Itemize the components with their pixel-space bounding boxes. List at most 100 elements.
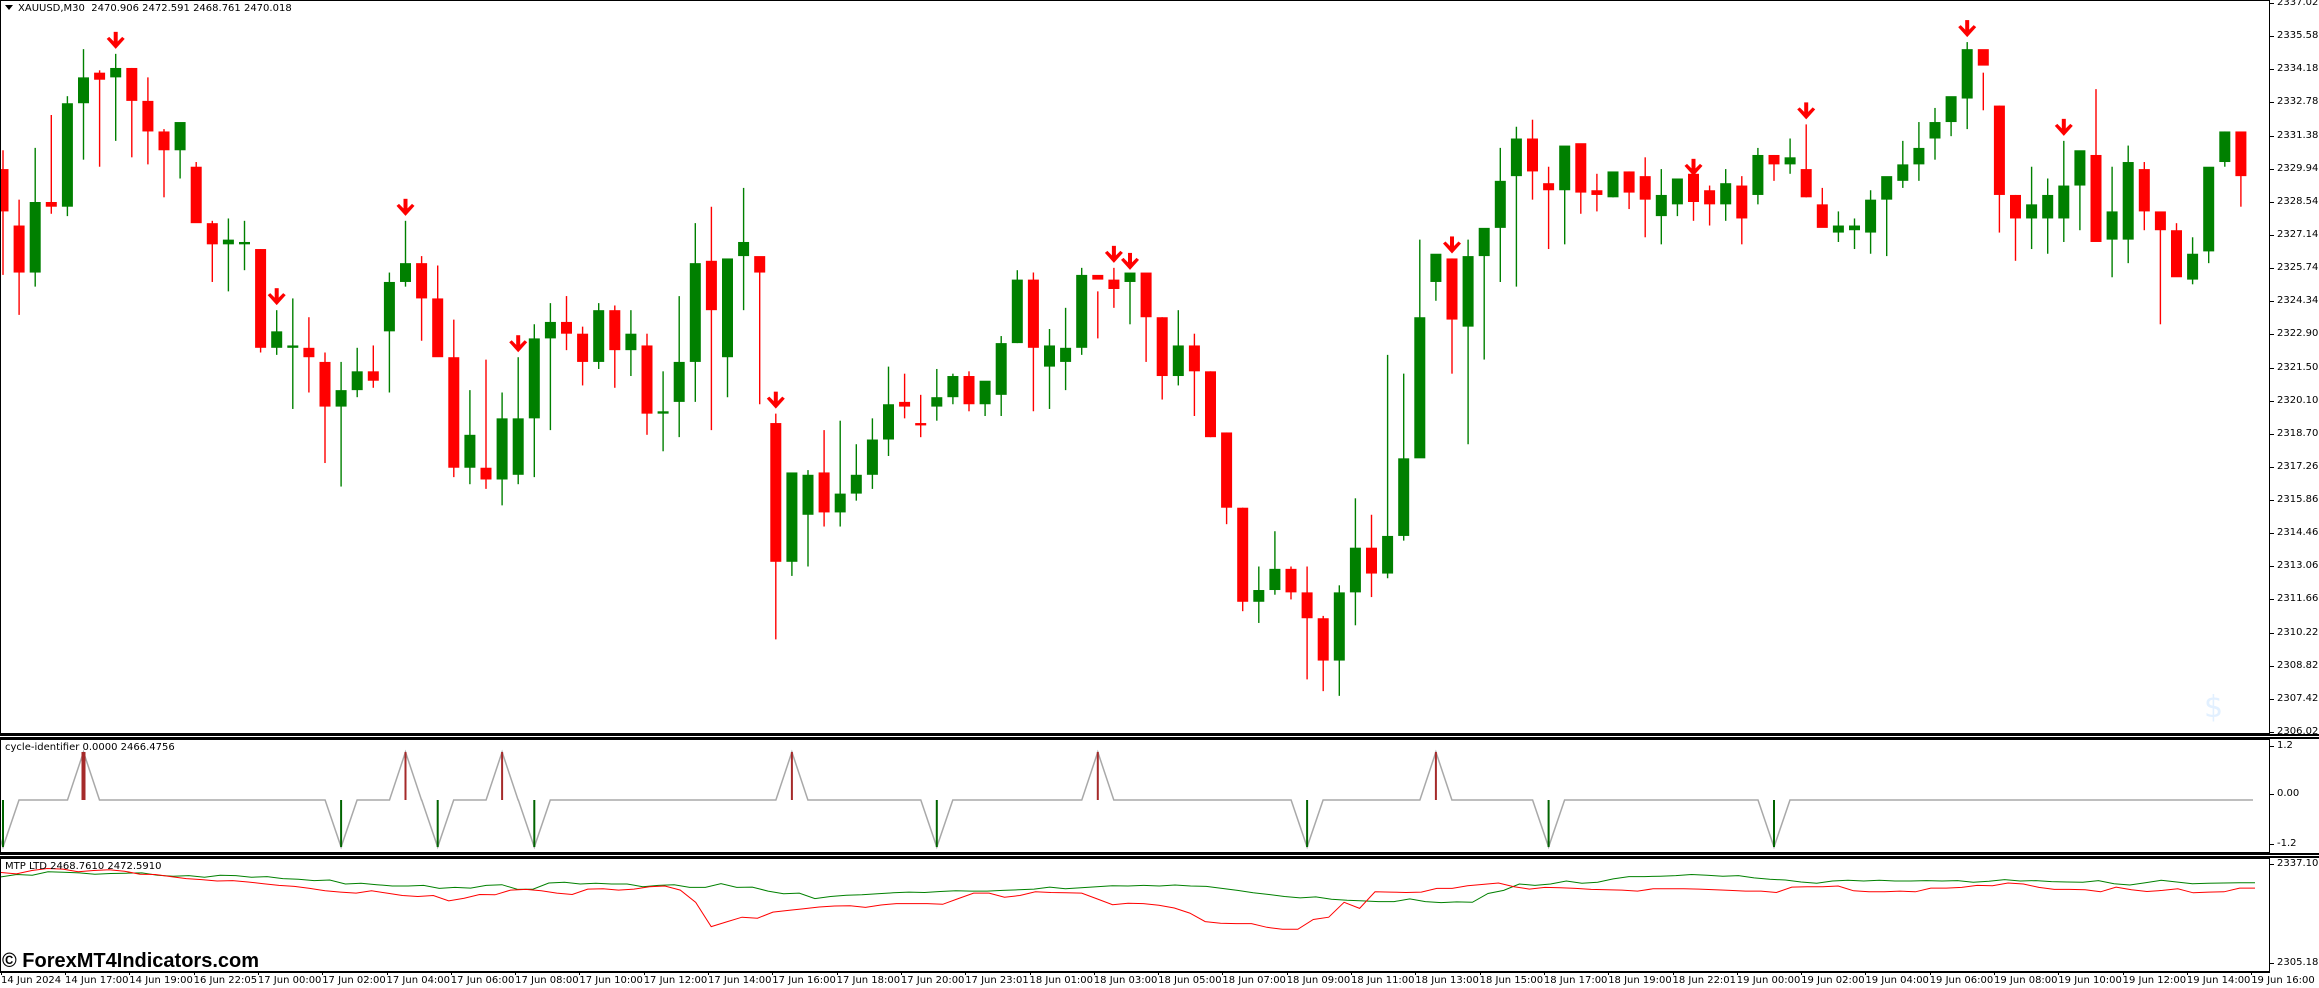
- price-axis[interactable]: 2337.020 2335.580 2334.180 2332.780 2331.380…: [2270, 0, 2319, 737]
- mtp-tick: 2305.1818: [2270, 958, 2319, 968]
- candle-body: [1945, 96, 1957, 123]
- candle-body: [2219, 131, 2231, 163]
- candle-body: [1478, 227, 1490, 257]
- pane-separator[interactable]: [0, 734, 2319, 739]
- candle-body: [1205, 371, 1216, 438]
- candle-body: [593, 310, 605, 362]
- sell-arrow-icon: [267, 288, 286, 306]
- candle-body: [802, 474, 814, 515]
- candle-body: [1446, 258, 1458, 320]
- cycle-tick: -1.2: [2270, 839, 2297, 849]
- candle-body: [1366, 547, 1377, 574]
- time-tick: 17 Jun 06:00: [450, 971, 515, 986]
- cycle-axis[interactable]: 1.2 0.00 -1.2: [2270, 739, 2319, 853]
- candle-body: [303, 347, 315, 358]
- site-watermark: © ForexMT4Indicators.com: [2, 950, 260, 972]
- candle-body: [1108, 279, 1120, 290]
- candle-body: [367, 371, 379, 381]
- candle-body: [2058, 185, 2070, 219]
- candle-body: [2138, 169, 2150, 212]
- pane-separator[interactable]: [0, 853, 2319, 858]
- candle-body: [1140, 272, 1152, 318]
- candle-body: [2235, 131, 2247, 177]
- candle-body: [1881, 176, 1893, 200]
- mtp-ltd-plot: [1, 867, 2255, 930]
- time-tick: 19 Jun 00:00: [1736, 971, 1801, 986]
- candle-body: [866, 439, 878, 475]
- candle-body: [1124, 272, 1136, 282]
- time-tick: 16 Jun 22:05: [193, 971, 258, 986]
- candle-body: [222, 239, 234, 245]
- candle-body: [1655, 194, 1667, 217]
- sell-arrow-icon: [2054, 118, 2073, 136]
- time-tick: 18 Jun 15:00: [1479, 971, 1544, 986]
- time-tick: 18 Jun 19:00: [1608, 971, 1672, 986]
- candle-body: [1092, 274, 1104, 280]
- symbol-header: XAUUSD,M30 2470.906 2472.591 2468.761 24…: [5, 3, 292, 14]
- sell-arrow-icon: [1104, 245, 1123, 263]
- candle-body: [1961, 49, 1973, 99]
- candle-body: [45, 202, 57, 207]
- price-tick: 2328.540: [2270, 196, 2319, 207]
- candle-body: [1784, 157, 1796, 165]
- candle-body: [1639, 176, 1651, 200]
- main-price-pane[interactable]: XAUUSD,M30 2470.906 2472.591 2468.761 24…: [0, 0, 2270, 734]
- candle-body: [2106, 211, 2118, 240]
- candle-body: [1221, 432, 1233, 508]
- candle-body: [319, 361, 331, 407]
- candle-body: [850, 474, 862, 494]
- candle-body: [351, 371, 363, 391]
- price-tick: 2308.820: [2270, 660, 2319, 671]
- sell-arrow-icon: [766, 391, 785, 409]
- candle-body: [1430, 253, 1442, 282]
- candle-body: [544, 321, 556, 339]
- time-tick: 17 Jun 20:00: [900, 971, 965, 986]
- time-tick: 19 Jun 16:00: [2251, 971, 2315, 986]
- candle-body: [2171, 230, 2182, 278]
- price-tick: 2322.900: [2270, 329, 2319, 339]
- candle-body: [383, 281, 395, 332]
- mtp-ltd-pane[interactable]: MTP LTD 2468.7610 2472.5910: [0, 858, 2270, 972]
- sell-arrow-icon: [1121, 252, 1139, 270]
- candle-body: [1285, 568, 1297, 593]
- time-tick: 17 Jun 12:00: [643, 971, 708, 986]
- sell-arrow-icon: [1797, 102, 1816, 120]
- candle-body: [78, 77, 89, 104]
- mtp-tick: 2337.1082: [2270, 859, 2319, 869]
- candle-body: [1897, 164, 1909, 181]
- sell-arrow-icon: [509, 335, 528, 353]
- candle-body: [1333, 592, 1345, 661]
- candle-body: [1044, 345, 1055, 367]
- candle-body: [1398, 458, 1410, 536]
- candle-body: [754, 256, 766, 273]
- time-axis-line: [0, 972, 2270, 973]
- candle-body: [1510, 138, 1522, 177]
- candle-body: [239, 241, 250, 245]
- candle-body: [689, 263, 701, 362]
- mtp-axis[interactable]: 2337.1082 2305.1818: [2270, 858, 2319, 972]
- collapse-triangle-icon[interactable]: [5, 5, 13, 10]
- candle-body: [963, 376, 975, 405]
- candle-body: [1301, 592, 1313, 619]
- dollar-watermark-icon: $: [2204, 690, 2224, 725]
- time-axis[interactable]: 14 Jun 2024 14 Jun 17:00 14 Jun 19:00 16 Ju…: [0, 971, 2319, 988]
- sell-arrow-icon: [1443, 236, 1461, 254]
- candle-body: [1156, 317, 1168, 377]
- candle-body: [1591, 190, 1603, 195]
- candle-body: [1688, 173, 1699, 203]
- candle-body: [271, 331, 283, 348]
- candle-body: [1671, 178, 1683, 205]
- candle-body: [1237, 507, 1249, 602]
- time-tick: 18 Jun 07:00: [1222, 971, 1286, 986]
- candle-body: [1527, 138, 1538, 172]
- candle-body: [705, 260, 717, 311]
- time-tick: 19 Jun 14:00: [2186, 971, 2251, 986]
- cycle-identifier-pane[interactable]: cycle-identifier 0.0000 2466.4756: [0, 739, 2270, 853]
- price-tick: 2307.420: [2270, 693, 2319, 704]
- candle-body: [1172, 345, 1184, 377]
- time-tick: 17 Jun 08:00: [515, 971, 579, 986]
- candle-body: [1913, 147, 1925, 165]
- time-tick: 17 Jun 23:01: [965, 971, 1029, 986]
- symbol-label: XAUUSD,M30: [18, 3, 85, 14]
- candle-body: [61, 103, 73, 207]
